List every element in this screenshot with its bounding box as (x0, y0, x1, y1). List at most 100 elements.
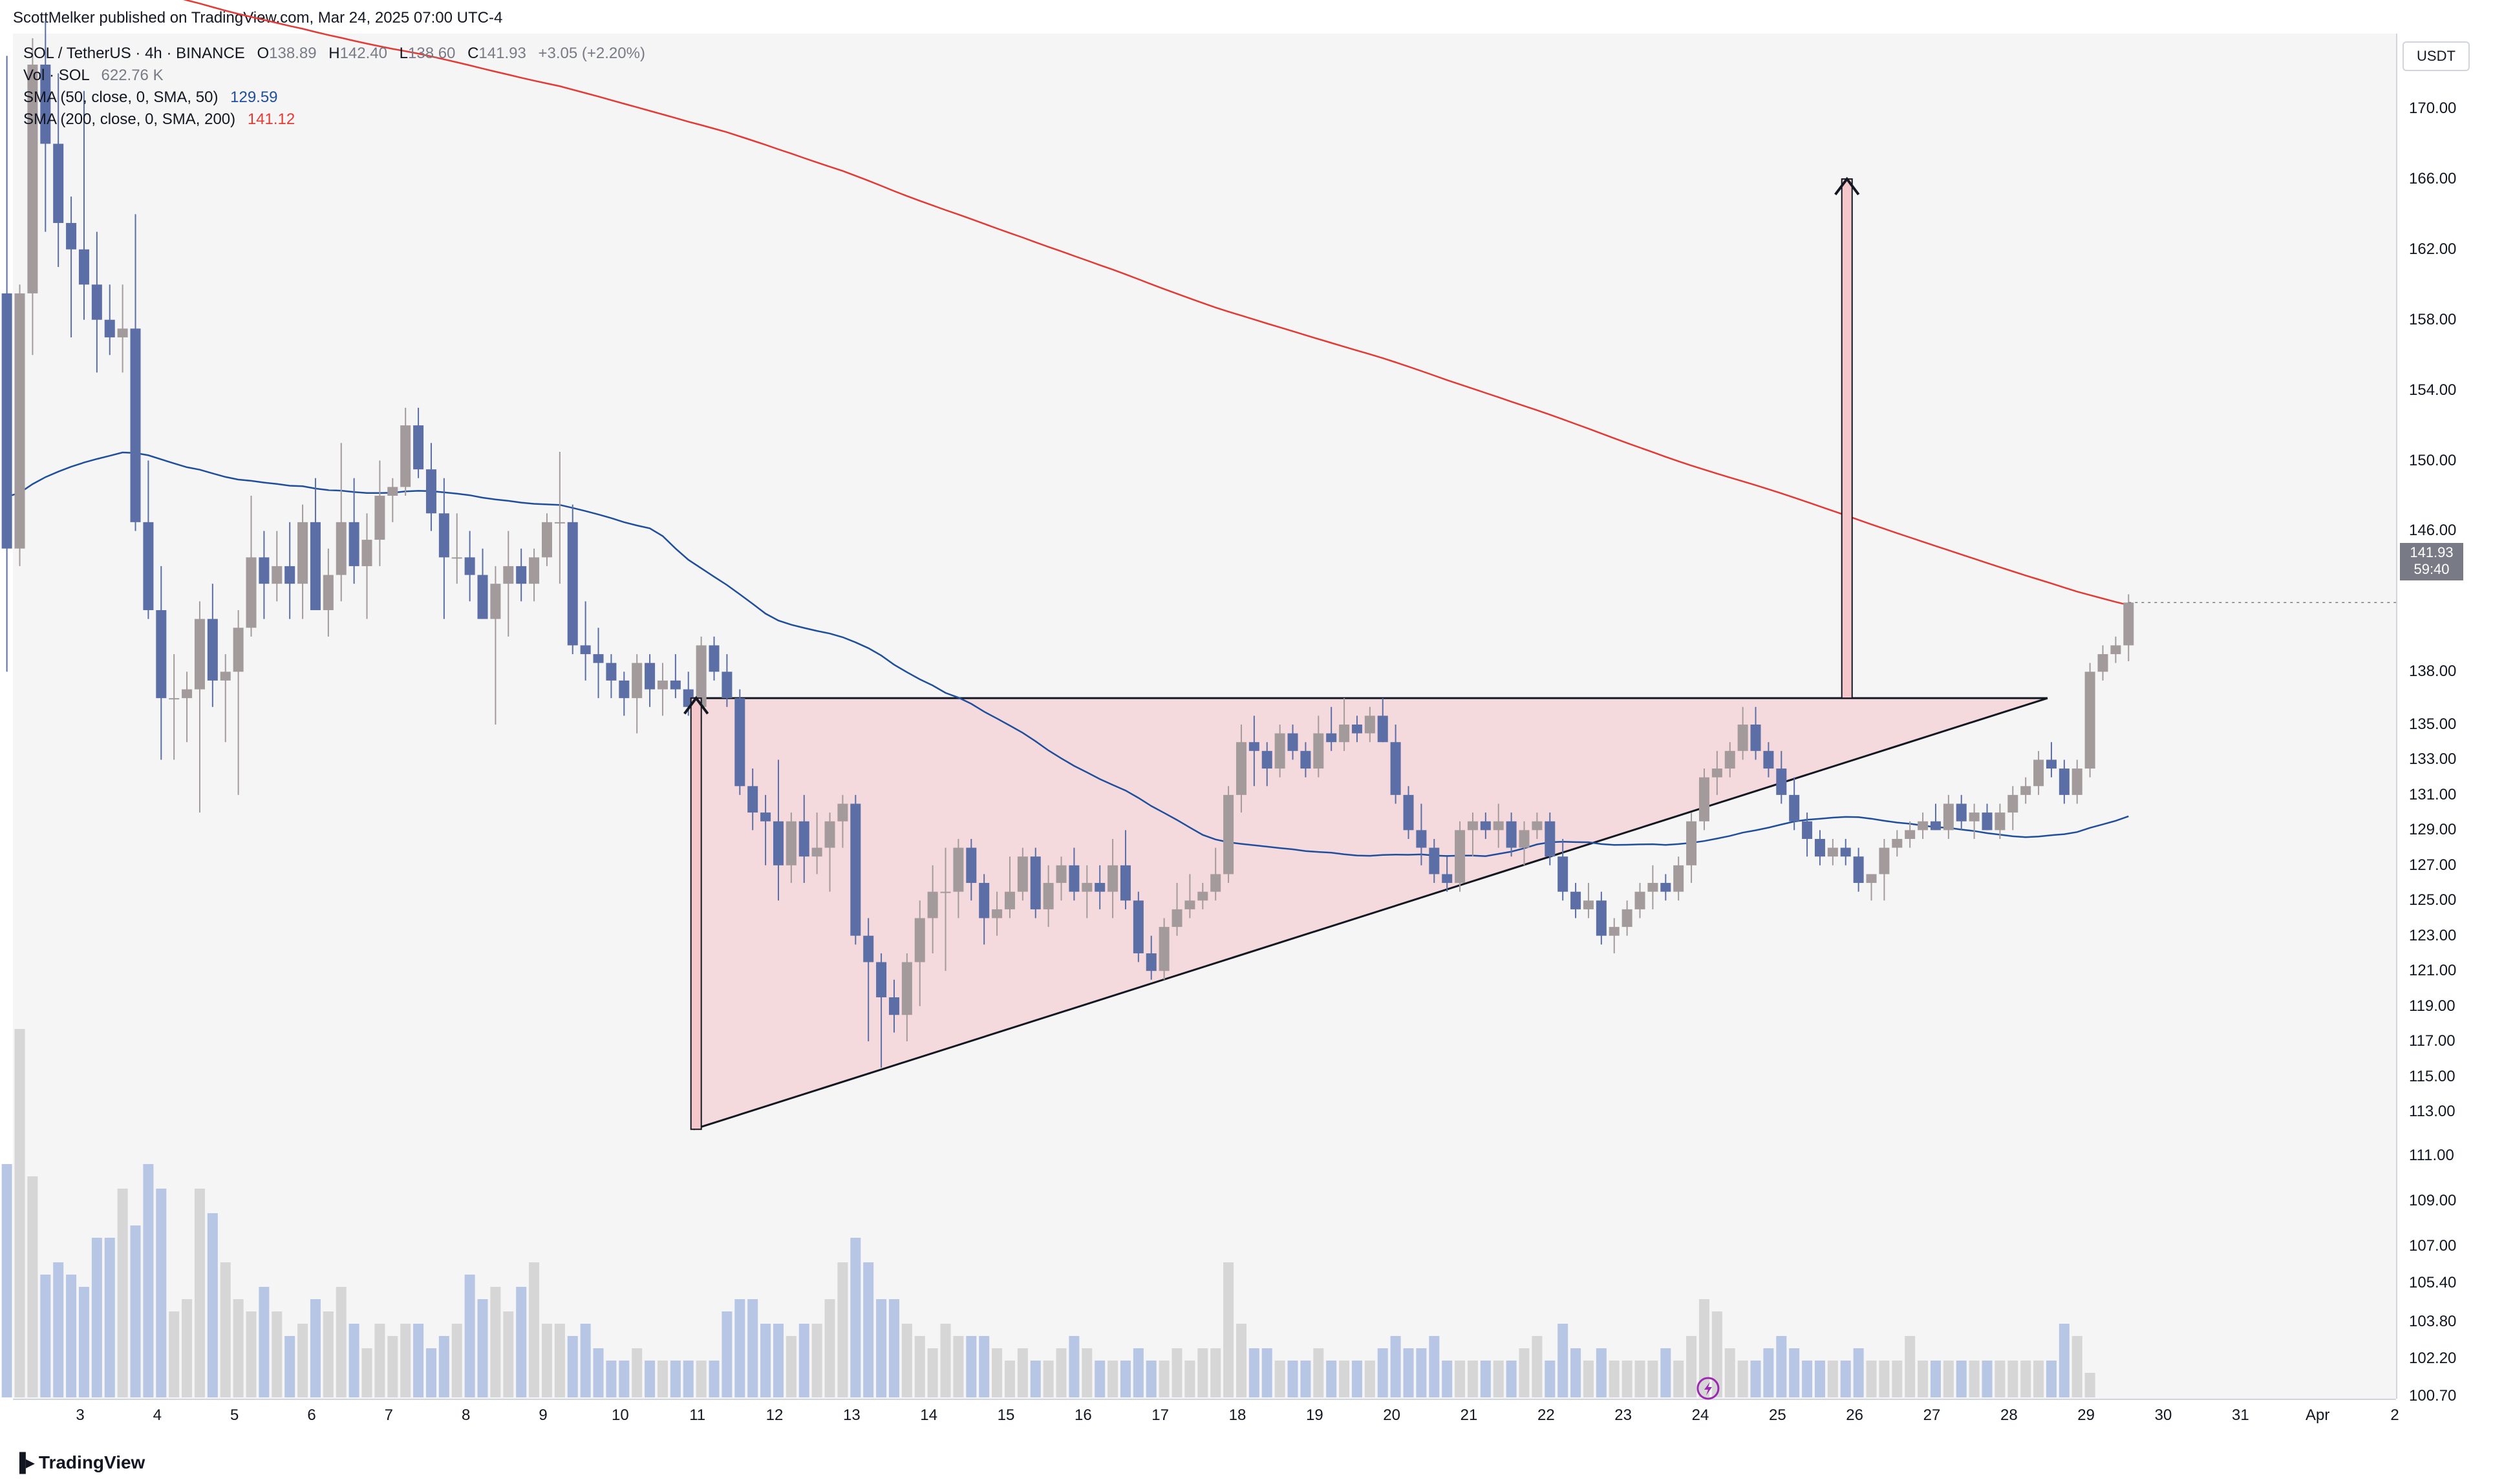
volume-bar (336, 1287, 347, 1397)
volume-bar (1995, 1361, 2006, 1397)
volume-bar (992, 1348, 1003, 1397)
candle-body (580, 645, 591, 655)
legend-symbol-row[interactable]: SOL / TetherUS · 4h · BINANCE O138.89 H1… (23, 43, 645, 65)
candle-body (336, 522, 347, 575)
legend-sma50-label: SMA (50, close, 0, SMA, 50) (23, 89, 219, 106)
volume-bar (786, 1336, 797, 1397)
candle-body (1506, 821, 1517, 848)
price-tick: 105.40 (2409, 1274, 2457, 1291)
volume-bar (1390, 1336, 1401, 1397)
volume-bar (1673, 1361, 1684, 1397)
candle-body (747, 786, 758, 813)
volume-bar (901, 1324, 912, 1397)
candle-body (182, 689, 193, 699)
price-tick: 117.00 (2409, 1032, 2456, 1050)
price-tick: 125.00 (2409, 891, 2457, 909)
candle-body (837, 803, 848, 822)
volume-bar (104, 1238, 115, 1397)
candle-body (1493, 821, 1504, 831)
candle-body (696, 645, 707, 707)
time-tick: 10 (611, 1406, 629, 1424)
legend-close: 141.93 (478, 45, 526, 62)
price-tick: 111.00 (2409, 1147, 2454, 1164)
volume-bar (1545, 1361, 1556, 1397)
candle-body (464, 557, 475, 575)
candle-body (143, 522, 154, 610)
candle-body (1197, 891, 1208, 901)
candle-body (1814, 838, 1825, 857)
legend-volume-value: 622.76 K (101, 67, 164, 84)
volume-bar (1609, 1361, 1620, 1397)
volume-bar (773, 1324, 784, 1397)
time-axis[interactable] (13, 1399, 2396, 1432)
volume-bar (1583, 1361, 1594, 1397)
candle-body (567, 522, 578, 646)
volume-bar (850, 1238, 861, 1397)
price-axis[interactable] (2396, 34, 2493, 1399)
candle-body (2033, 759, 2044, 787)
time-tick: 18 (1228, 1406, 1246, 1424)
candle-body (1082, 883, 1093, 892)
price-tick: 162.00 (2409, 240, 2457, 258)
candle-body (1377, 716, 1388, 743)
candle-body (966, 847, 977, 884)
volume-bar (927, 1348, 938, 1397)
price-tick: 100.70 (2409, 1387, 2457, 1404)
time-tick: 19 (1305, 1406, 1323, 1424)
volume-bar (1184, 1361, 1195, 1397)
volume-bar (1095, 1361, 1106, 1397)
legend-sma50-row[interactable]: SMA (50, close, 0, SMA, 50) 129.59 (23, 87, 645, 109)
candle-body (1, 293, 12, 549)
currency-button[interactable]: USDT (2402, 41, 2470, 71)
candle-body (2020, 786, 2031, 795)
volume-bar (91, 1238, 102, 1397)
volume-bar (554, 1324, 565, 1397)
time-tick: 31 (2231, 1406, 2249, 1424)
candle-body (1905, 830, 1916, 839)
time-tick: 11 (689, 1406, 706, 1424)
time-tick: 5 (230, 1406, 239, 1424)
volume-bar (1133, 1348, 1144, 1397)
lightning-icon (1696, 1377, 1720, 1400)
volume-bar (541, 1324, 552, 1397)
candle-body (1673, 865, 1684, 892)
legend-sma200-row[interactable]: SMA (200, close, 0, SMA, 200) 141.12 (23, 109, 645, 131)
legend-volume-row[interactable]: Vol · SOL 622.76 K (23, 65, 645, 87)
candle-body (1879, 847, 1890, 874)
volume-bar (1982, 1361, 1993, 1397)
candle-body (1698, 777, 1709, 822)
price-tick: 131.00 (2409, 785, 2457, 803)
candle-body (1982, 812, 1993, 831)
volume-bar (1763, 1348, 1774, 1397)
time-tick: 14 (920, 1406, 938, 1424)
tradingview-branding[interactable]: ▐▸ TradingView (13, 1452, 145, 1473)
volume-bar (1082, 1348, 1093, 1397)
volume-bar (1570, 1348, 1581, 1397)
volume-bar (297, 1324, 308, 1397)
volume-bar (27, 1176, 38, 1397)
candle-body (297, 522, 308, 584)
legend-change: +3.05 (+2.20%) (538, 45, 645, 62)
volume-bar (451, 1324, 462, 1397)
legend-close-label: C (467, 45, 479, 62)
volume-bar (1493, 1361, 1504, 1397)
candle-body (670, 680, 681, 690)
volume-bar (1287, 1361, 1298, 1397)
lightning-bolt-icon (1704, 1382, 1712, 1395)
candle-body (78, 249, 89, 285)
candle-body (1956, 803, 1967, 822)
candle-body (156, 610, 167, 699)
candle-body (1930, 821, 1941, 831)
volume-bar (1840, 1361, 1851, 1397)
candle-body (1853, 856, 1864, 884)
candle-body (104, 319, 115, 337)
candle-body (503, 566, 514, 584)
candle-body (1802, 821, 1813, 839)
time-tick: 20 (1383, 1406, 1401, 1424)
volume-bar (683, 1361, 694, 1397)
time-tick: 8 (461, 1406, 471, 1424)
candle-body (220, 672, 231, 681)
price-tick: 138.00 (2409, 662, 2457, 681)
volume-bar (1403, 1348, 1414, 1397)
volume-bar (387, 1336, 398, 1397)
